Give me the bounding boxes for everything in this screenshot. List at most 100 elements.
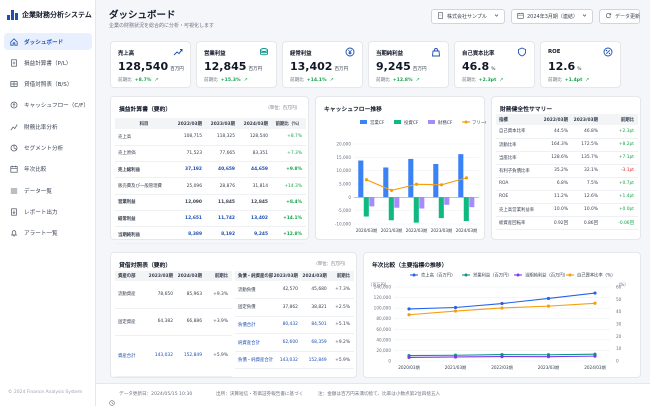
bar-財務CF — [419, 197, 425, 209]
bs-col-header: 2024/03期 — [301, 271, 331, 281]
company-select[interactable]: 株式会社サンプル — [431, 9, 505, 24]
table-row[interactable]: 流動資産 78,650 85,963 +9.3% — [115, 281, 232, 308]
sidebar-item-label: 貸借対照表（B/S） — [24, 82, 73, 89]
table-row[interactable]: 資産合計 143,032 152,849 +5.9% — [115, 335, 232, 376]
sidebar-item-label: 年次比較 — [24, 167, 47, 174]
percent-icon — [603, 47, 613, 57]
sidebar-item-segment[interactable]: セグメント分析 — [4, 139, 92, 156]
table-cell: 68,359 — [311, 340, 327, 346]
table-cell: 118,325 — [216, 134, 235, 140]
table-cell: 経常利益 — [118, 216, 136, 222]
refresh-button[interactable]: データ更新 — [599, 9, 640, 24]
y-tick-label: 80,000 — [376, 316, 391, 321]
last-updated: データ更新日：2024/05/15 10:30 — [119, 392, 193, 397]
sidebar-item-data[interactable]: データ一覧 — [4, 182, 92, 199]
legend-label: 営業利益（百万円） — [473, 272, 512, 279]
x-tick-label: 2022/03期 — [406, 228, 428, 234]
table-row[interactable]: 総資産回転率 0.92回 0.86回 -0.06回 — [496, 216, 638, 229]
kpi-card-net-income[interactable]: 当期純利益 9,245 百万円 前期比 +12.8% ↗ — [368, 41, 449, 88]
x-tick-label: 2020/03期 — [398, 365, 420, 371]
cashflow-icon — [9, 101, 18, 110]
table-row[interactable]: 営業利益 12,090 11,845 12,845 +8.4% — [115, 194, 306, 211]
y-tick-label: -5,000 — [338, 208, 352, 213]
sidebar-item-alert[interactable]: アラート一覧 — [4, 225, 92, 242]
kpi-card-operating-income[interactable]: 営業利益 12,845 百万円 前期比 +15.3% ↗ — [196, 41, 277, 88]
sidebar-item-report[interactable]: レポート出力 — [4, 203, 92, 220]
kpi-card-roe[interactable]: ROE 12.6% 前期比 +1.4pt ↗ — [540, 41, 621, 88]
y2-tick-label: 10 — [616, 346, 622, 351]
table-row[interactable]: 流動比率 164.3% 172.5% +8.2pt — [496, 138, 638, 151]
yearly-title: 年次比較（主要指標の推移） — [372, 263, 448, 269]
table-cell: 128.6% — [551, 155, 568, 160]
table-row[interactable]: 流動負債 42,570 45,680 +7.3% — [235, 281, 354, 299]
ratio-title: 財務健全性サマリー — [500, 107, 553, 113]
table-cell: +9.2% — [335, 340, 350, 346]
table-row[interactable]: 売上高営業利益率 10.0% 10.0% +0.0pt — [496, 203, 638, 216]
sidebar-item-yearly[interactable]: 年次比較 — [4, 161, 92, 178]
kpi-card-equity-ratio[interactable]: 自己資本比率 46.8% 前期比 +2.3pt ↗ — [454, 41, 535, 88]
table-cell: 0.86回 — [583, 220, 598, 226]
kpi-card-ordinary-income[interactable]: 経常利益 13,402 百万円 前期比 +14.1% ↗ — [282, 41, 363, 88]
series-point-sales — [593, 291, 597, 295]
legend-label: 投資CF — [404, 119, 419, 126]
sidebar-item-cf[interactable]: キャッシュフロー（C/F） — [4, 97, 92, 114]
table-row[interactable]: 売上原価 71,523 77,665 83,351 +7.3% — [115, 145, 306, 162]
table-cell: ROA — [499, 181, 509, 186]
table-row[interactable]: 販売費及び一般管理費 25,096 28,876 31,814 +14.3% — [115, 178, 306, 195]
arrow-up-icon: ↗ — [585, 77, 590, 83]
table-cell: 83,351 — [252, 150, 268, 156]
table-cell: 143,032 — [279, 357, 298, 363]
sidebar-item-pl[interactable]: 損益計算書（P/L） — [4, 54, 92, 71]
table-row[interactable]: 純資産合計 62,600 68,359 +9.2% — [235, 334, 354, 352]
table-row[interactable]: 売上高 108,715 118,325 128,540 +8.7% — [115, 129, 306, 146]
sidebar-item-label: データ一覧 — [24, 188, 52, 195]
table-cell: 12,090 — [185, 199, 202, 205]
kpi-value: 12,845 百万円 — [204, 60, 263, 73]
y-tick-label: 20,000 — [336, 142, 351, 147]
table-row[interactable]: 売上総利益 37,192 40,659 44,659 +9.8% — [115, 162, 306, 178]
legend-swatch-dot — [568, 273, 572, 277]
legend-label: 自己資本比率（%） — [577, 272, 615, 279]
table-row[interactable]: 負債合計 80,432 84,501 +5.1% — [235, 316, 354, 334]
sidebar-item-bs[interactable]: 貸借対照表（B/S） — [4, 76, 92, 93]
legend-label: フリーCF — [472, 120, 486, 126]
table-row[interactable]: 負債・純資産合計 143,032 152,849 +5.9% — [235, 351, 354, 369]
bar-投資CF — [463, 197, 469, 222]
sidebar-item-label: アラート一覧 — [24, 231, 58, 238]
table-cell: 固定資産 — [118, 319, 136, 325]
pl-col-header: 2023/03期 — [206, 118, 239, 129]
sidebar-item-dashboard[interactable]: ダッシュボード — [4, 33, 92, 50]
y2-tick-label: 50 — [616, 297, 622, 302]
pl-col-header: 前期比（%） — [272, 118, 306, 129]
sidebar-item-ratio[interactable]: 財務比率分析 — [4, 118, 92, 135]
table-row[interactable]: 当期純利益 8,389 8,192 9,245 +12.8% — [115, 227, 306, 244]
sidebar-item-label: 財務比率分析 — [24, 124, 58, 131]
chevron-down-icon — [494, 13, 499, 20]
pl-col-header: 2024/03期 — [239, 118, 272, 129]
table-row[interactable]: 自己資本比率 44.5% 46.8% +2.3pt — [496, 125, 638, 138]
arrow-up-icon: ↗ — [329, 77, 334, 83]
table-row[interactable]: ROA 6.8% 7.5% +0.7pt — [496, 177, 638, 190]
table-row[interactable]: 有利子負債比率 35.2% 32.1% -3.1pt — [496, 164, 638, 177]
table-cell: 152,849 — [308, 357, 327, 363]
table-row[interactable]: 経常利益 12,651 11,742 13,402 +14.1% — [115, 210, 306, 227]
kpi-card-sales[interactable]: 売上高 128,540 百万円 前期比 +8.7% ↗ — [110, 41, 191, 88]
table-row[interactable]: 固定資産 64,382 66,886 +3.9% — [115, 308, 232, 335]
pl-card: 損益計算書（要約） （単位：百万円） 科目 2022/03期 2023/03期 … — [110, 96, 309, 244]
bs-assets-body: 流動資産 78,650 85,963 +9.3% 固定資産 64,382 66,886 +3.… — [115, 281, 232, 376]
period-select[interactable]: 2024年3月期（連結） — [511, 9, 593, 24]
bar-営業CF — [383, 167, 389, 198]
series-point-sales — [500, 301, 504, 306]
bs-title: 貸借対照表（要約） — [119, 263, 172, 269]
bs-col-header: 資産の部 — [115, 271, 148, 281]
table-cell: 流動比率 — [499, 142, 517, 148]
data-source: 出所：決算短信・有価証券報告書に基づく — [216, 392, 304, 397]
table-cell: +8.4% — [286, 199, 302, 205]
bell-icon — [9, 229, 18, 238]
table-row[interactable]: 固定負債 37,862 38,821 +2.5% — [235, 299, 354, 317]
brand[interactable]: 企業財務分析システム — [7, 10, 92, 20]
table-row[interactable]: ROE 11.2% 12.6% +1.4pt — [496, 190, 638, 203]
table-row[interactable]: 当座比率 128.6% 135.7% +7.1pt — [496, 151, 638, 164]
report-icon — [9, 207, 18, 216]
page-subtitle: 企業の財務状況を総合的に分析・可視化します — [109, 23, 215, 29]
